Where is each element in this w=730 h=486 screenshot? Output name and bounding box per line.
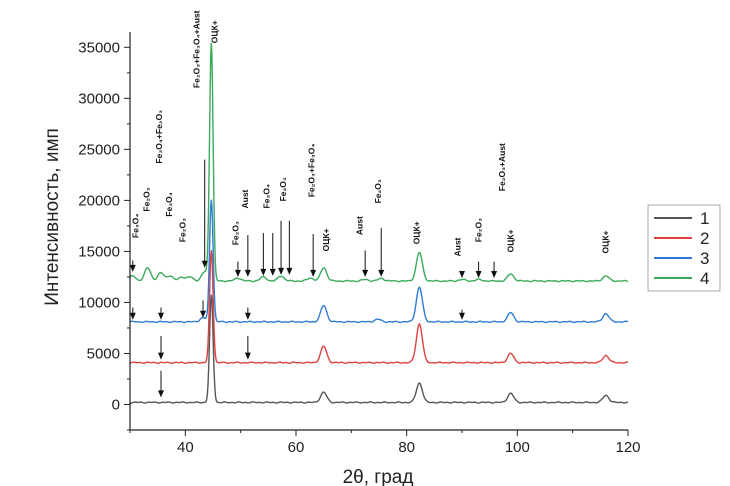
peak-arrow [491,261,498,278]
x-tick-label: 80 [398,439,415,456]
annotation-layer: Fe₃O₄Fe₂O₃Fe₃O₄+Fe₂O₃Fe₃O₄Fe₂O₃Fe₂O₃+Fe₃… [130,10,610,256]
peak-arrow [286,220,293,275]
peak-annotation: Fe₃O₄ [130,214,140,239]
x-tick-label: 40 [177,439,194,456]
peak-annotation: Aust [240,189,250,208]
y-tick-label: 0 [112,396,120,413]
y-tick-label: 20000 [78,192,120,209]
peak-annotation: ОЦК+ [209,20,219,43]
peak-arrow [269,233,276,276]
x-tick-label: 120 [615,439,640,456]
peak-annotation: Fe₂O₃ [278,177,288,201]
peak-annotation: Aust [354,216,364,235]
x-tick-label: 100 [505,439,530,456]
peak-arrow [201,159,208,268]
y-tick-label: 10000 [78,294,120,311]
peak-arrow [157,336,164,360]
peak-arrow [475,261,482,278]
peak-annotation: ОЦК+ [411,221,421,244]
peak-arrow [362,250,369,277]
peak-annotation: Fe₂O₃+Aust [497,143,507,191]
peak-annotation: Fe₂O₃ [473,218,483,242]
peak-arrow [234,261,241,277]
peak-arrow [200,300,207,318]
peak-annotation: Fe₃O₄+Fe₂O₃ [154,110,164,164]
peak-annotation: Fe₂O₃ [373,179,383,203]
x-tick-label: 60 [288,439,305,456]
peak-annotation: Fe₂O₃ [177,218,187,242]
peak-arrow [378,227,385,277]
axes-layer: 40 60 80 100 120 0 5000 10000 15000 20000 25000 300… [78,32,641,456]
peak-annotation: Fe₃O₄ [164,192,174,217]
peak-arrow [129,260,136,272]
peak-annotation: Fe₂O₃ [231,221,241,245]
peak-arrow [157,370,164,398]
peak-annotation: Fe₂O₃+Fe₃O₄ [306,144,316,198]
peak-arrow [157,307,164,320]
y-tick-label: 30000 [78,90,120,107]
peak-arrow [459,270,465,278]
peak-annotation: ОЦК+ [506,229,516,252]
peak-arrow [244,307,251,320]
y-axis-title: Интенсивность, имп [42,128,63,306]
peak-annotation: Aust [452,237,462,256]
legend-label-4: 4 [700,269,709,288]
legend-label-2: 2 [700,229,709,248]
legend-box [647,204,721,292]
peak-arrow [129,307,136,320]
peak-arrow [260,233,267,276]
peak-annotation: ОЦК+ [601,230,611,253]
series-line-1 [129,294,629,404]
series-layer [129,42,629,404]
peak-annotation: ОЦК+ [321,228,331,251]
arrow-layer [129,159,498,398]
series-line-2 [129,250,629,364]
peak-annotation: Fe₃O₄ [261,184,271,209]
peak-annotation: Fe₂O₃+Fe₃O₄+Aust [192,10,202,88]
peak-arrow [459,309,465,320]
peak-arrow [244,336,251,360]
series-line-3 [129,199,629,324]
legend-label-1: 1 [700,209,709,228]
series-line-4 [129,42,629,283]
peak-arrow [310,234,317,277]
legend-label-3: 3 [700,249,709,268]
peak-annotation: Fe₂O₃ [141,187,151,211]
y-tick-label: 25000 [78,141,120,158]
y-tick-label: 5000 [87,345,120,362]
y-tick-label: 35000 [78,39,120,56]
peak-arrow [278,220,285,275]
peak-arrow [244,235,251,277]
y-tick-label: 15000 [78,243,120,260]
x-axis-title: 2θ, град [343,467,414,486]
